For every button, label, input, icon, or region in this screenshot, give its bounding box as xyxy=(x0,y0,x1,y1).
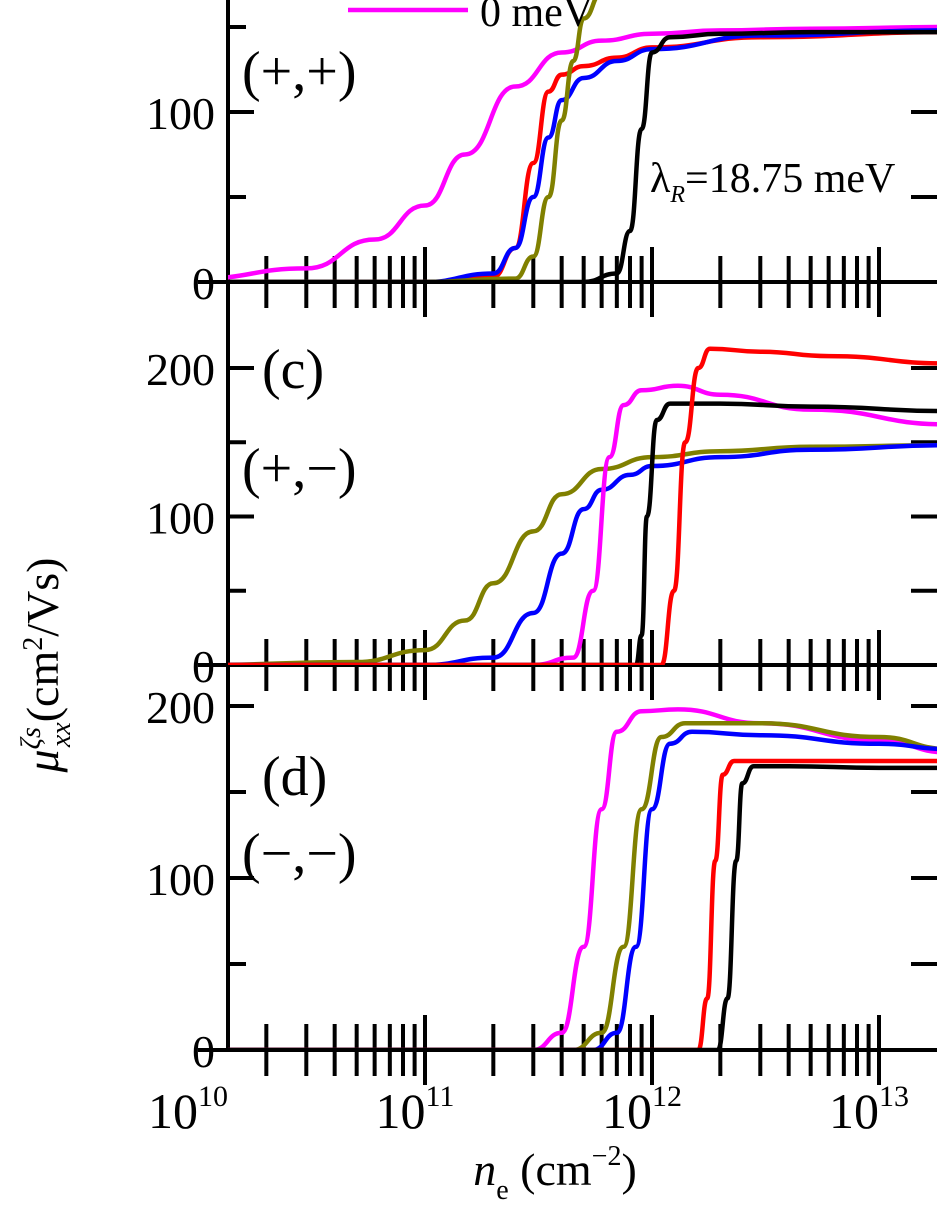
series-line xyxy=(228,763,937,1050)
y-tick-label: 0 xyxy=(192,641,215,692)
series-line xyxy=(228,383,937,665)
x-tick-base: 10 xyxy=(376,1083,426,1139)
y-tick-label: 0 xyxy=(192,258,215,309)
y-axis-symbol: μ xyxy=(17,749,68,773)
x-tick-label: 1012 xyxy=(602,1080,682,1139)
x-tick-base: 10 xyxy=(602,1083,652,1139)
x-tick-exponent: 13 xyxy=(879,1080,909,1113)
y-tick-label: 100 xyxy=(146,854,215,905)
x-tick-base: 10 xyxy=(829,1083,879,1139)
lambda-value: =18.75 meV xyxy=(685,156,895,202)
x-tick-base: 10 xyxy=(148,1083,198,1139)
y-tick-label: 200 xyxy=(146,344,215,395)
x-axis-unit: (cm xyxy=(509,1144,592,1195)
series-line xyxy=(228,729,937,1050)
legend-label: 0 meV xyxy=(480,0,593,36)
spin-label: (−,−) xyxy=(242,823,356,885)
chart-panel-1: 0 100 (+,+) 0 meV λR=18.75 meV xyxy=(146,0,937,317)
x-axis-subscript: e xyxy=(496,1175,508,1206)
panel-label: (d) xyxy=(262,746,327,808)
series-line xyxy=(228,720,937,1050)
y-axis-unit-close: /Vs) xyxy=(17,558,68,637)
y-axis-label: μζsxx(cm2/Vs) xyxy=(16,558,77,774)
y-axis-superscript: ζs xyxy=(16,727,47,749)
y-axis-unit-exponent: 2 xyxy=(18,637,49,651)
lambda-annotation: λR=18.75 meV xyxy=(650,156,895,208)
y-tick-label: 0 xyxy=(192,1026,215,1077)
chart-panel-2: 0 100 200 (c) (+,−) xyxy=(146,282,937,700)
y-axis-unit: (cm xyxy=(17,651,68,723)
y-tick-label: 100 xyxy=(146,88,215,139)
y-axis-subscript: xx xyxy=(46,722,77,748)
series-line xyxy=(228,758,937,1050)
x-tick-exponent: 12 xyxy=(652,1080,682,1113)
lambda-symbol: λ xyxy=(650,156,671,202)
series-line xyxy=(228,346,937,665)
x-axis-symbol: n xyxy=(473,1144,496,1195)
series-line xyxy=(228,442,937,665)
spin-label: (+,−) xyxy=(242,438,356,500)
spin-label: (+,+) xyxy=(242,41,356,103)
x-axis-unit-exponent: −2 xyxy=(592,1141,622,1172)
panel-label: (c) xyxy=(262,339,324,401)
x-tick-exponent: 11 xyxy=(426,1080,455,1113)
y-tick-label: 200 xyxy=(146,682,215,733)
x-axis-unit-close: ) xyxy=(621,1144,636,1195)
lambda-subscript: R xyxy=(669,182,685,208)
x-tick-exponent: 10 xyxy=(198,1080,228,1113)
x-axis-label: ne (cm−2) xyxy=(473,1141,637,1206)
x-tick-label: 1011 xyxy=(376,1080,455,1139)
y-tick-label: 100 xyxy=(146,493,215,544)
series-line xyxy=(228,24,937,280)
x-tick-label: 1010 xyxy=(148,1080,228,1139)
series-line xyxy=(228,401,937,665)
x-tick-label: 1013 xyxy=(829,1080,909,1139)
series-line xyxy=(228,29,937,282)
